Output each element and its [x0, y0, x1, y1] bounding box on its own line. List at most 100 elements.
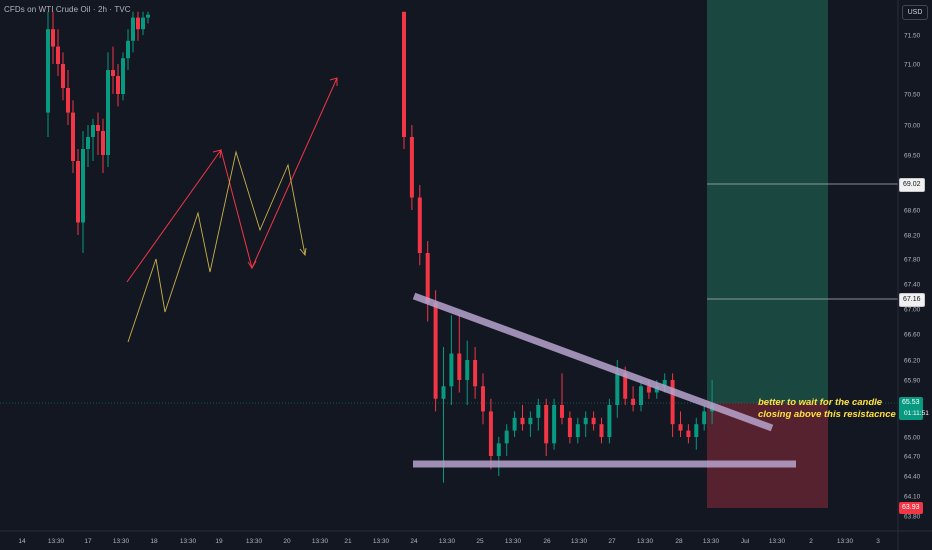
candle-body[interactable] — [131, 18, 135, 41]
candle-body[interactable] — [544, 405, 548, 443]
x-tick-label: 21 — [344, 538, 352, 545]
x-tick-label: 13:30 — [180, 538, 197, 545]
price-axis[interactable]: 71.5071.0070.5070.0069.5069.0068.6068.20… — [904, 33, 921, 521]
note-line-1: better to wait for the candle — [758, 397, 896, 409]
candle-body[interactable] — [607, 405, 611, 437]
x-tick-label: 13:30 — [769, 538, 786, 545]
candle-body[interactable] — [473, 360, 477, 386]
x-tick-label: 13:30 — [571, 538, 588, 545]
candle-body[interactable] — [76, 161, 80, 223]
chart-annotation-note[interactable]: better to wait for the candle closing ab… — [758, 397, 896, 421]
candle-body[interactable] — [91, 125, 95, 137]
candle-body[interactable] — [61, 64, 65, 88]
candle-body[interactable] — [141, 18, 145, 30]
candle-body[interactable] — [528, 418, 532, 424]
candle-body[interactable] — [402, 12, 406, 137]
candle-body[interactable] — [481, 386, 485, 411]
candle-body[interactable] — [111, 70, 115, 76]
x-tick-label: Jul — [741, 538, 750, 545]
candle-body[interactable] — [560, 405, 564, 418]
candle-body[interactable] — [71, 113, 75, 161]
candle-body[interactable] — [592, 418, 596, 424]
candle-body[interactable] — [56, 47, 60, 64]
yellow-zigzag-drawing[interactable] — [128, 152, 305, 342]
candle-body[interactable] — [101, 131, 105, 155]
candle-body[interactable] — [584, 418, 588, 424]
candle-body[interactable] — [513, 418, 517, 431]
candle-body[interactable] — [136, 18, 140, 30]
y-tick-label: 71.50 — [904, 33, 921, 40]
x-tick-label: 14 — [18, 538, 26, 545]
candle-body[interactable] — [46, 29, 50, 112]
candle-body[interactable] — [521, 418, 525, 424]
x-tick-label: 13:30 — [703, 538, 720, 545]
candle-body[interactable] — [81, 149, 85, 223]
candle-body[interactable] — [639, 386, 643, 405]
candle-body[interactable] — [51, 29, 55, 46]
x-tick-label: 13:30 — [312, 538, 329, 545]
x-tick-label: 13:30 — [637, 538, 654, 545]
candle-body[interactable] — [702, 411, 706, 424]
x-tick-label: 27 — [608, 538, 616, 545]
candle-body[interactable] — [410, 137, 414, 198]
price-label-level-1: 69.02 — [899, 178, 925, 192]
candle-body[interactable] — [576, 424, 580, 437]
target-zone[interactable] — [707, 0, 828, 403]
candle-body[interactable] — [86, 137, 90, 149]
candle-body[interactable] — [146, 15, 150, 18]
price-label-stop: 63.93 — [899, 502, 923, 514]
time-axis[interactable]: 14 13:30 17 13:30 18 13:30 19 13:30 20 13:30 21 13:… — [18, 538, 880, 545]
x-tick-label: 13:30 — [113, 538, 130, 545]
candle-body[interactable] — [66, 88, 70, 113]
candle-body[interactable] — [106, 70, 110, 155]
last-price-value: 65.53 — [902, 399, 920, 406]
price-label-level-2: 67.16 — [899, 293, 925, 307]
candle-body[interactable] — [679, 424, 683, 430]
currency-button[interactable]: USD — [902, 5, 928, 20]
candles-layer — [46, 12, 714, 483]
candle-body[interactable] — [449, 354, 453, 387]
candle-body[interactable] — [686, 431, 690, 437]
x-tick-label: 13:30 — [837, 538, 854, 545]
candle-body[interactable] — [647, 386, 651, 392]
candle-body[interactable] — [568, 418, 572, 437]
candle-body[interactable] — [694, 424, 698, 437]
y-tick-label: 66.20 — [904, 358, 921, 365]
x-tick-label: 20 — [283, 538, 291, 545]
y-tick-label: 68.20 — [904, 233, 921, 240]
candle-body[interactable] — [671, 380, 675, 424]
candle-body[interactable] — [615, 373, 619, 405]
yellow-arrowhead — [300, 248, 306, 255]
y-tick-label: 65.90 — [904, 378, 921, 385]
y-tick-label: 68.60 — [904, 208, 921, 215]
x-tick-label: 13:30 — [246, 538, 263, 545]
y-tick-label: 70.50 — [904, 92, 921, 99]
candle-body[interactable] — [126, 41, 130, 58]
candle-body[interactable] — [465, 360, 469, 380]
x-tick-label: 13:30 — [505, 538, 522, 545]
candle-body[interactable] — [96, 125, 100, 131]
candle-body[interactable] — [121, 58, 125, 94]
candle-body[interactable] — [426, 253, 430, 303]
y-tick-label: 70.00 — [904, 123, 921, 130]
candle-body[interactable] — [552, 405, 556, 443]
candle-body[interactable] — [497, 443, 501, 456]
y-tick-label: 71.00 — [904, 62, 921, 69]
x-tick-label: 17 — [84, 538, 92, 545]
candle-body[interactable] — [457, 354, 461, 381]
candle-body[interactable] — [600, 424, 604, 437]
candle-body[interactable] — [489, 411, 493, 456]
y-tick-label: 67.00 — [904, 307, 921, 314]
candle-body[interactable] — [505, 431, 509, 444]
x-tick-label: 25 — [476, 538, 484, 545]
candle-body[interactable] — [434, 303, 438, 399]
candle-body[interactable] — [536, 405, 540, 418]
y-tick-label: 64.40 — [904, 474, 921, 481]
candle-body[interactable] — [418, 198, 422, 254]
bar-countdown: 01:11:51 — [904, 410, 929, 417]
candle-body[interactable] — [631, 399, 635, 405]
candle-body[interactable] — [442, 386, 446, 399]
x-tick-label: 3 — [876, 538, 880, 545]
candle-body[interactable] — [116, 76, 120, 94]
